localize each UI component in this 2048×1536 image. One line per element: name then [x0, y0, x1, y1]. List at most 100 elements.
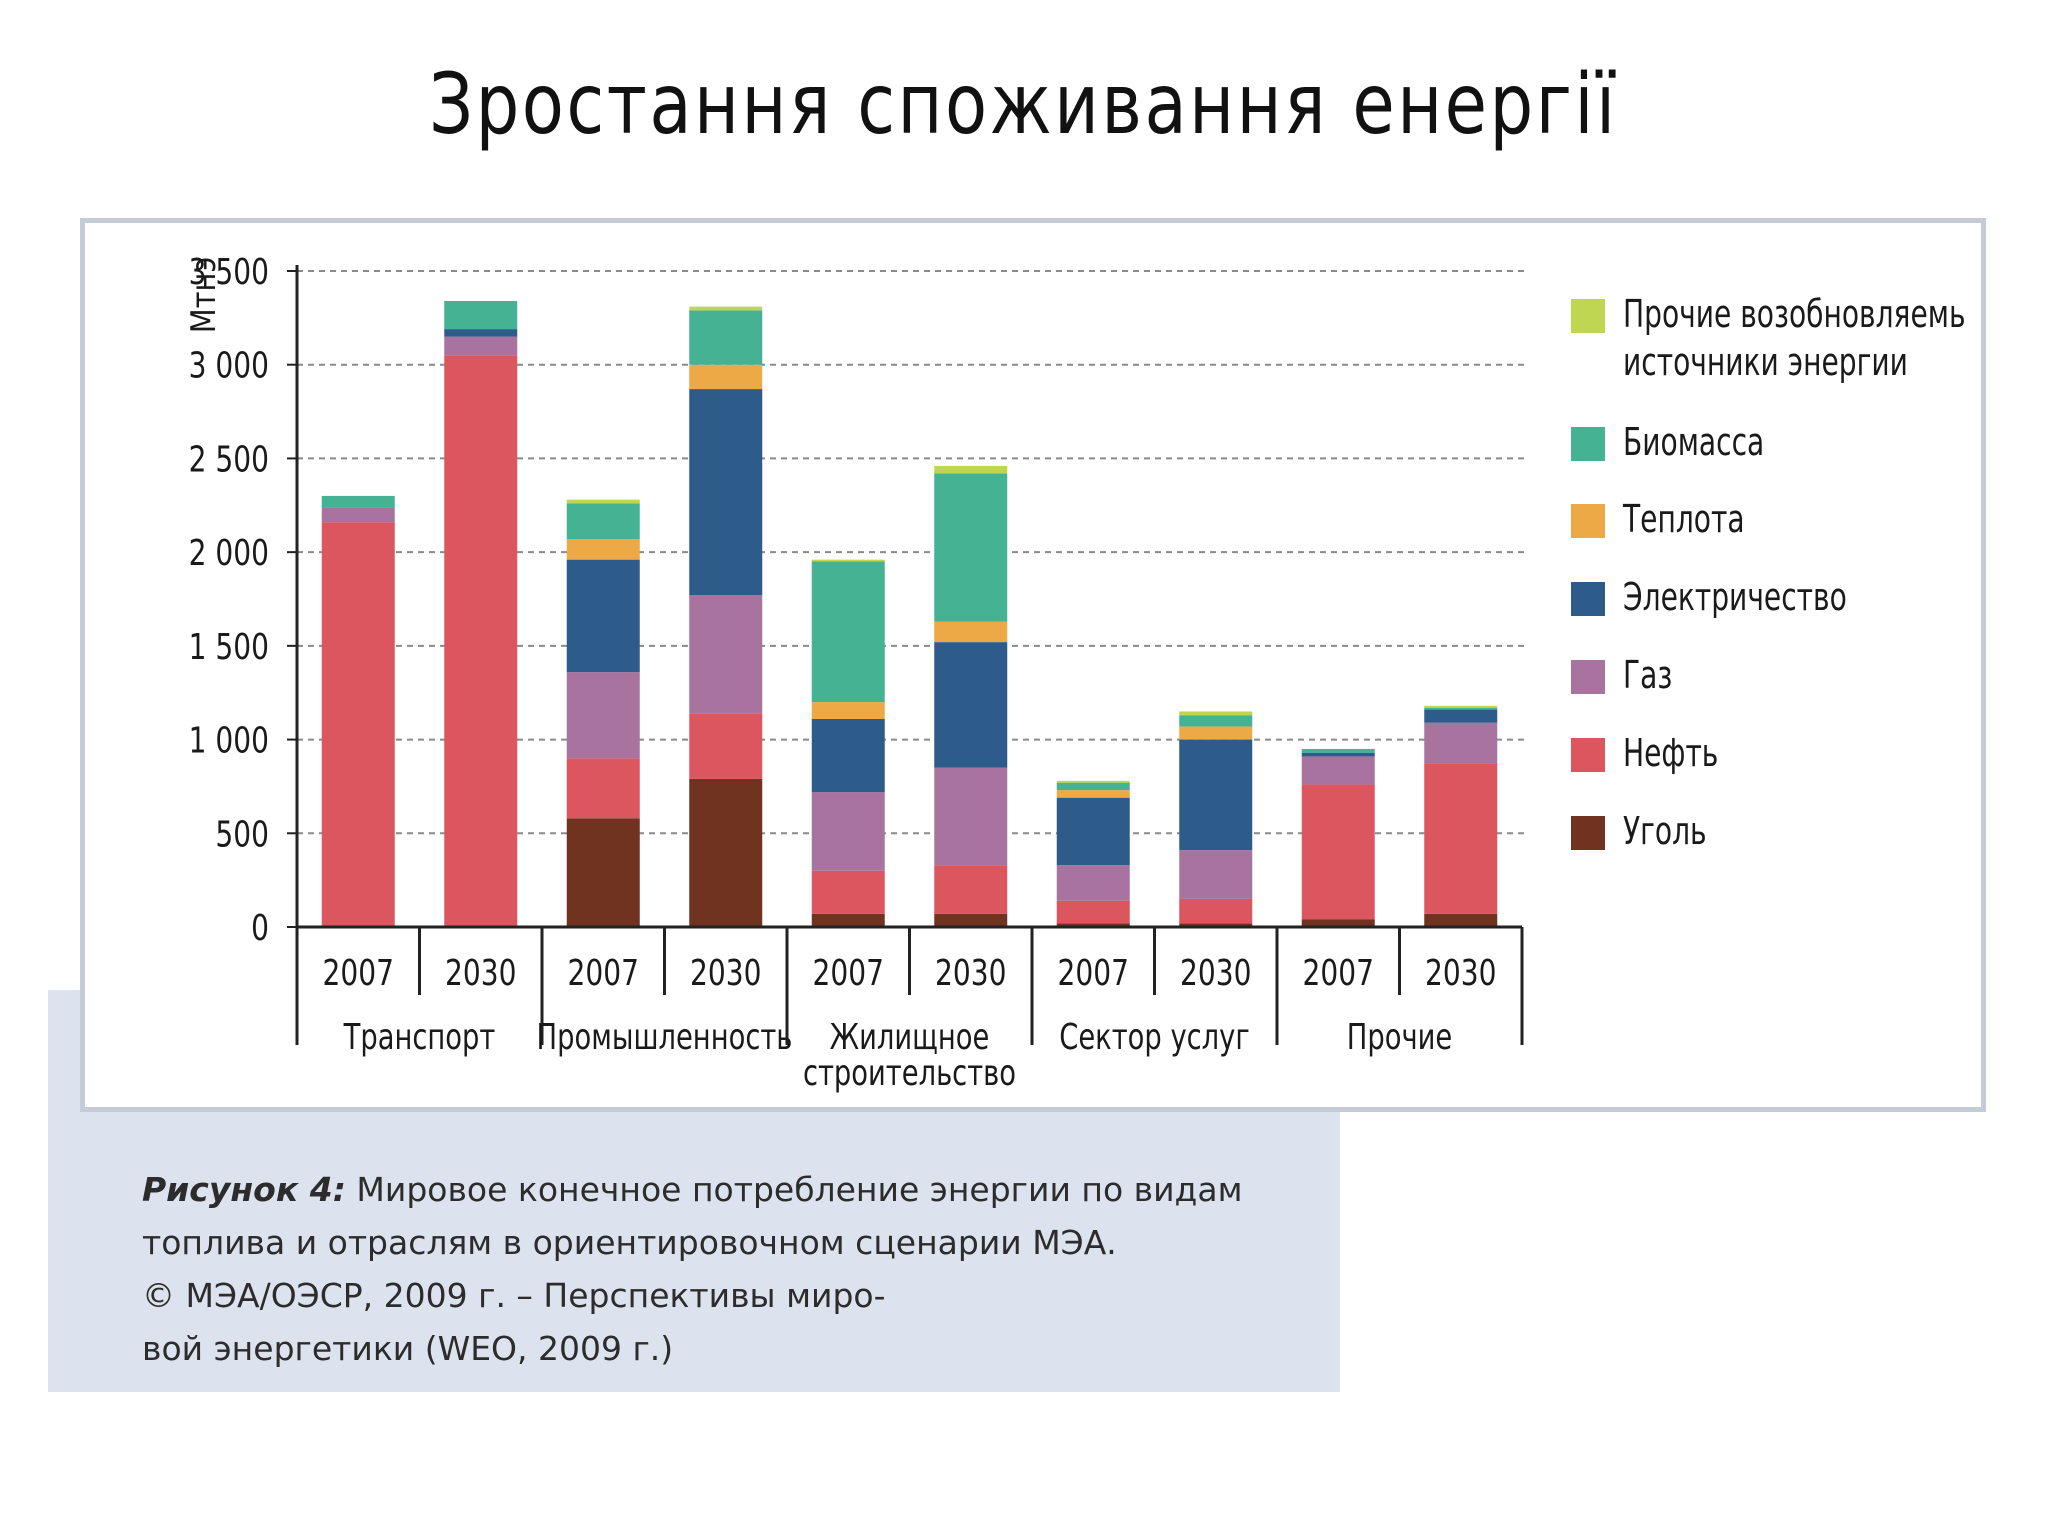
bar-segment: [1056, 780, 1130, 783]
legend-label: Уголь: [1623, 809, 1707, 853]
chart-frame: 0 500 1 000 1 500 2 000 2 500 3 000 3 500 Мтнэ 20…: [80, 218, 1986, 1112]
bar-segment: [321, 495, 395, 508]
bar-segment: [1056, 797, 1130, 866]
y-tick-label: 3 500: [189, 251, 269, 293]
group-label: строительство: [803, 1051, 1016, 1094]
bar-segment: [689, 778, 763, 927]
bar-segment: [811, 559, 885, 562]
bar-segment: [1424, 722, 1498, 764]
x-tick-label: 2007: [1303, 952, 1374, 994]
group-label: Транспорт: [343, 1015, 496, 1058]
bar-segment: [1424, 763, 1498, 914]
bar-segment: [444, 355, 518, 927]
legend-label: Теплота: [1622, 497, 1744, 541]
figure-caption: Рисунок 4: Мировое конечное потребление …: [142, 1163, 1302, 1375]
legend-label: источники энергии: [1623, 340, 1908, 384]
bar-segment: [1301, 752, 1375, 757]
y-tick-label: 500: [215, 813, 269, 855]
legend-label: Биомасса: [1623, 420, 1764, 464]
caption-lead: Рисунок 4:: [142, 1170, 346, 1209]
bar-segment: [1424, 705, 1498, 708]
legend-swatch: [1571, 816, 1605, 850]
bar-segment: [934, 465, 1008, 474]
legend-label: Электричество: [1623, 575, 1847, 619]
bar-segment: [1179, 923, 1253, 927]
bar-segment: [811, 913, 885, 927]
bar-segment: [566, 499, 640, 504]
slide-title: Зростання споживання енергії: [428, 55, 1618, 153]
bar-segment: [566, 539, 640, 560]
bar-segment: [1179, 711, 1253, 716]
x-tick-label: 2007: [323, 952, 394, 994]
bar-segment: [811, 718, 885, 793]
x-tick-label: 2007: [813, 952, 884, 994]
x-tick-label: 2030: [445, 952, 516, 994]
bar-segment: [1301, 784, 1375, 920]
y-tick-label: 2 500: [189, 438, 269, 480]
bar-segment: [566, 503, 640, 540]
caption-line-4: вой энергетики (WEO, 2009 г.): [142, 1329, 674, 1368]
bar-segment: [1179, 898, 1253, 924]
legend-label: Нефть: [1623, 731, 1718, 775]
x-tick-label: 2007: [568, 952, 639, 994]
caption-line-1: Мировое конечное потребление энергии по …: [356, 1170, 1243, 1209]
bar-segment: [566, 672, 640, 759]
legend-swatch: [1571, 299, 1605, 333]
bar-segment: [1179, 715, 1253, 727]
legend-label: Газ: [1623, 653, 1672, 697]
bar-segment: [689, 364, 763, 390]
bar-segment: [1301, 919, 1375, 927]
legend-swatch: [1571, 504, 1605, 538]
x-tick-label: 2007: [1058, 952, 1129, 994]
x-tick-label: 2030: [1425, 952, 1496, 994]
bar-segment: [1179, 850, 1253, 899]
bar-segment: [1056, 782, 1130, 791]
group-label: Сектор услуг: [1059, 1015, 1249, 1058]
bar-segment: [1056, 790, 1130, 798]
bar-segment: [689, 389, 763, 596]
bar-segment: [321, 522, 395, 927]
bar-segment: [934, 621, 1008, 643]
group-label: Промышленность: [537, 1015, 793, 1058]
bar-segment: [811, 792, 885, 871]
y-tick-label: 1 500: [189, 625, 269, 667]
y-tick-label: 2 000: [189, 532, 269, 574]
y-tick-label: 3 000: [189, 344, 269, 386]
bar-segment: [1424, 913, 1498, 927]
x-tick-label: 2030: [690, 952, 761, 994]
bar-segment: [444, 329, 518, 337]
bar-segment: [1056, 923, 1130, 927]
group-label: Жилищное: [830, 1015, 990, 1058]
bar-segment: [1424, 707, 1498, 710]
caption-line-3: © МЭА/ОЭСР, 2009 г. – Перспективы миро-: [142, 1276, 886, 1315]
bar-segment: [934, 913, 1008, 927]
caption-line-2: топлива и отраслям в ориентировочном сце…: [142, 1223, 1117, 1262]
bar-segment: [689, 310, 763, 365]
bar-segment: [811, 870, 885, 914]
group-label: Прочие: [1347, 1015, 1452, 1058]
bar-segment: [934, 865, 1008, 914]
bar-segment: [689, 595, 763, 714]
bar-segment: [1179, 726, 1253, 740]
x-tick-label: 2030: [935, 952, 1006, 994]
bar-segment: [1424, 709, 1498, 723]
bar-segment: [444, 300, 518, 330]
legend-swatch: [1571, 582, 1605, 616]
bar-segment: [811, 561, 885, 703]
legend-swatch: [1571, 660, 1605, 694]
x-tick-label: 2030: [1180, 952, 1251, 994]
bar-segment: [1301, 756, 1375, 785]
legend-label: Прочие возобновляемь: [1623, 292, 1966, 336]
bar-segment: [321, 507, 395, 523]
bar-segment: [566, 818, 640, 927]
bar-segment: [566, 758, 640, 819]
bar-segment: [444, 336, 518, 356]
bar-segment: [1179, 739, 1253, 851]
y-tick-label: 1 000: [189, 719, 269, 761]
bar-segment: [934, 473, 1008, 622]
bar-segment: [934, 767, 1008, 866]
bar-segment: [689, 713, 763, 779]
bar-segment: [689, 306, 763, 311]
bar-segment: [811, 702, 885, 719]
